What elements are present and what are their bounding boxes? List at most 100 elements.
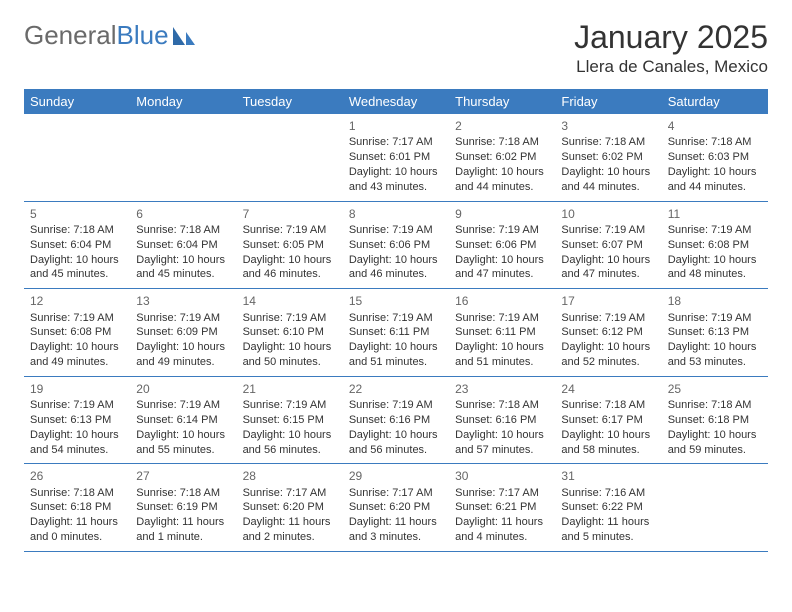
sunrise-text: Sunrise: 7:18 AM: [668, 135, 762, 150]
calendar-cell: [24, 114, 130, 201]
daylight-text: Daylight: 10 hours and 43 minutes.: [349, 165, 443, 195]
calendar-week: 5Sunrise: 7:18 AMSunset: 6:04 PMDaylight…: [24, 202, 768, 290]
sunrise-text: Sunrise: 7:16 AM: [561, 486, 655, 501]
sunrise-text: Sunrise: 7:19 AM: [561, 311, 655, 326]
sunset-text: Sunset: 6:07 PM: [561, 238, 655, 253]
sunrise-text: Sunrise: 7:19 AM: [30, 311, 124, 326]
calendar-cell: 4Sunrise: 7:18 AMSunset: 6:03 PMDaylight…: [662, 114, 768, 201]
sunset-text: Sunset: 6:13 PM: [30, 413, 124, 428]
sunrise-text: Sunrise: 7:19 AM: [243, 398, 337, 413]
daylight-text: Daylight: 11 hours and 1 minute.: [136, 515, 230, 545]
daylight-text: Daylight: 10 hours and 50 minutes.: [243, 340, 337, 370]
sunset-text: Sunset: 6:04 PM: [30, 238, 124, 253]
daylight-text: Daylight: 10 hours and 45 minutes.: [136, 253, 230, 283]
daylight-text: Daylight: 10 hours and 48 minutes.: [668, 253, 762, 283]
day-number: 2: [455, 118, 549, 134]
daylight-text: Daylight: 10 hours and 52 minutes.: [561, 340, 655, 370]
calendar-cell: 28Sunrise: 7:17 AMSunset: 6:20 PMDayligh…: [237, 464, 343, 551]
sunrise-text: Sunrise: 7:19 AM: [349, 311, 443, 326]
daylight-text: Daylight: 10 hours and 49 minutes.: [30, 340, 124, 370]
calendar-cell: 22Sunrise: 7:19 AMSunset: 6:16 PMDayligh…: [343, 377, 449, 464]
sunset-text: Sunset: 6:11 PM: [455, 325, 549, 340]
daylight-text: Daylight: 10 hours and 44 minutes.: [455, 165, 549, 195]
sunrise-text: Sunrise: 7:18 AM: [561, 135, 655, 150]
sunset-text: Sunset: 6:16 PM: [349, 413, 443, 428]
day-number: 18: [668, 293, 762, 309]
calendar-cell: 8Sunrise: 7:19 AMSunset: 6:06 PMDaylight…: [343, 202, 449, 289]
sunrise-text: Sunrise: 7:18 AM: [30, 223, 124, 238]
sunrise-text: Sunrise: 7:19 AM: [30, 398, 124, 413]
calendar-cell: 3Sunrise: 7:18 AMSunset: 6:02 PMDaylight…: [555, 114, 661, 201]
daylight-text: Daylight: 10 hours and 46 minutes.: [243, 253, 337, 283]
sunrise-text: Sunrise: 7:18 AM: [561, 398, 655, 413]
sunrise-text: Sunrise: 7:19 AM: [561, 223, 655, 238]
day-number: 5: [30, 206, 124, 222]
day-number: 13: [136, 293, 230, 309]
calendar-cell: 13Sunrise: 7:19 AMSunset: 6:09 PMDayligh…: [130, 289, 236, 376]
sunrise-text: Sunrise: 7:18 AM: [668, 398, 762, 413]
sunrise-text: Sunrise: 7:19 AM: [136, 311, 230, 326]
sunset-text: Sunset: 6:20 PM: [243, 500, 337, 515]
sunset-text: Sunset: 6:22 PM: [561, 500, 655, 515]
day-number: 22: [349, 381, 443, 397]
day-number: 14: [243, 293, 337, 309]
sunrise-text: Sunrise: 7:19 AM: [243, 223, 337, 238]
sunrise-text: Sunrise: 7:18 AM: [455, 398, 549, 413]
day-number: 21: [243, 381, 337, 397]
day-number: 25: [668, 381, 762, 397]
sunrise-text: Sunrise: 7:19 AM: [455, 311, 549, 326]
day-number: 1: [349, 118, 443, 134]
day-number: 7: [243, 206, 337, 222]
calendar-cell: 24Sunrise: 7:18 AMSunset: 6:17 PMDayligh…: [555, 377, 661, 464]
sunset-text: Sunset: 6:09 PM: [136, 325, 230, 340]
logo-sail-icon: [171, 25, 197, 47]
calendar-cell: 7Sunrise: 7:19 AMSunset: 6:05 PMDaylight…: [237, 202, 343, 289]
logo: GeneralBlue: [24, 20, 197, 51]
day-number: 23: [455, 381, 549, 397]
sunset-text: Sunset: 6:12 PM: [561, 325, 655, 340]
sunset-text: Sunset: 6:19 PM: [136, 500, 230, 515]
day-number: 30: [455, 468, 549, 484]
page-title: January 2025: [574, 20, 768, 55]
sunrise-text: Sunrise: 7:18 AM: [455, 135, 549, 150]
weekday-wednesday: Wednesday: [343, 89, 449, 114]
sunset-text: Sunset: 6:08 PM: [30, 325, 124, 340]
header: GeneralBlue January 2025 Llera de Canale…: [24, 20, 768, 77]
day-number: 9: [455, 206, 549, 222]
daylight-text: Daylight: 10 hours and 46 minutes.: [349, 253, 443, 283]
sunrise-text: Sunrise: 7:18 AM: [136, 486, 230, 501]
day-number: 29: [349, 468, 443, 484]
sunset-text: Sunset: 6:10 PM: [243, 325, 337, 340]
daylight-text: Daylight: 10 hours and 47 minutes.: [455, 253, 549, 283]
sunrise-text: Sunrise: 7:19 AM: [349, 398, 443, 413]
daylight-text: Daylight: 10 hours and 58 minutes.: [561, 428, 655, 458]
daylight-text: Daylight: 10 hours and 47 minutes.: [561, 253, 655, 283]
sunset-text: Sunset: 6:14 PM: [136, 413, 230, 428]
daylight-text: Daylight: 10 hours and 53 minutes.: [668, 340, 762, 370]
weekday-friday: Friday: [555, 89, 661, 114]
sunrise-text: Sunrise: 7:18 AM: [136, 223, 230, 238]
sunrise-text: Sunrise: 7:17 AM: [349, 486, 443, 501]
calendar-cell: 23Sunrise: 7:18 AMSunset: 6:16 PMDayligh…: [449, 377, 555, 464]
calendar-cell: [130, 114, 236, 201]
day-number: 6: [136, 206, 230, 222]
calendar-grid: 1Sunrise: 7:17 AMSunset: 6:01 PMDaylight…: [24, 114, 768, 552]
calendar-cell: 15Sunrise: 7:19 AMSunset: 6:11 PMDayligh…: [343, 289, 449, 376]
calendar-cell: 19Sunrise: 7:19 AMSunset: 6:13 PMDayligh…: [24, 377, 130, 464]
daylight-text: Daylight: 10 hours and 54 minutes.: [30, 428, 124, 458]
calendar-cell: 5Sunrise: 7:18 AMSunset: 6:04 PMDaylight…: [24, 202, 130, 289]
day-number: 3: [561, 118, 655, 134]
weekday-tuesday: Tuesday: [237, 89, 343, 114]
sunset-text: Sunset: 6:04 PM: [136, 238, 230, 253]
calendar-week: 19Sunrise: 7:19 AMSunset: 6:13 PMDayligh…: [24, 377, 768, 465]
sunset-text: Sunset: 6:13 PM: [668, 325, 762, 340]
sunset-text: Sunset: 6:17 PM: [561, 413, 655, 428]
location-label: Llera de Canales, Mexico: [574, 57, 768, 77]
day-number: 17: [561, 293, 655, 309]
day-number: 11: [668, 206, 762, 222]
calendar-cell: 14Sunrise: 7:19 AMSunset: 6:10 PMDayligh…: [237, 289, 343, 376]
calendar-cell: 20Sunrise: 7:19 AMSunset: 6:14 PMDayligh…: [130, 377, 236, 464]
title-block: January 2025 Llera de Canales, Mexico: [574, 20, 768, 77]
weekday-header: Sunday Monday Tuesday Wednesday Thursday…: [24, 89, 768, 114]
daylight-text: Daylight: 10 hours and 51 minutes.: [349, 340, 443, 370]
